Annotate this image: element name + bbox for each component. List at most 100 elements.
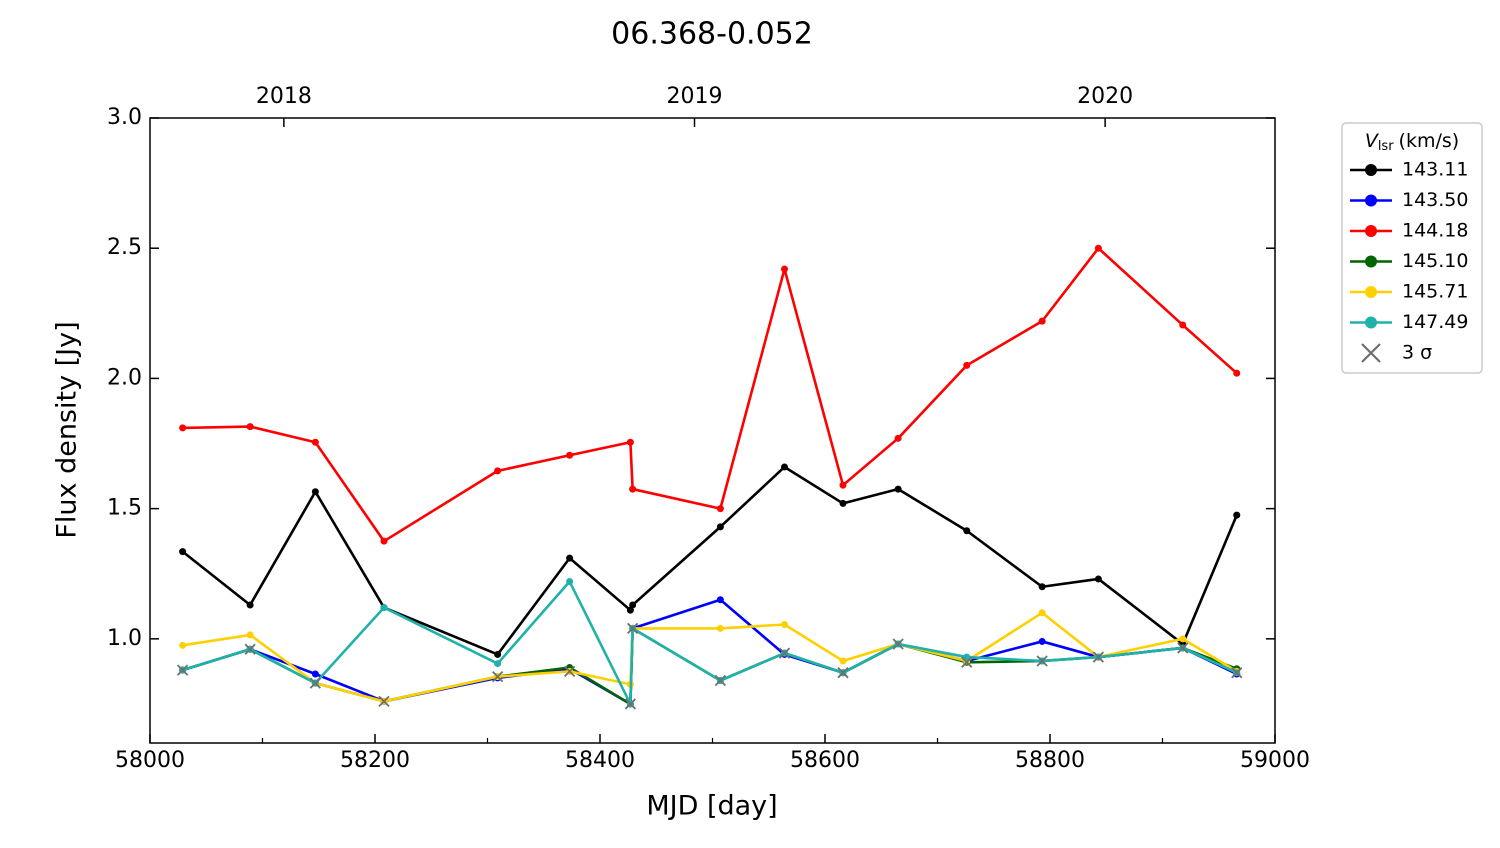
data-point xyxy=(1038,609,1046,617)
data-point xyxy=(716,596,724,604)
x-tick-label: 58600 xyxy=(790,748,860,773)
legend-marker xyxy=(1365,255,1377,268)
x2-tick-label: 2018 xyxy=(256,84,312,109)
data-point xyxy=(781,265,788,273)
data-point xyxy=(380,604,388,612)
legend-title: Vlsr (km/s) xyxy=(1365,130,1459,154)
limit-marker xyxy=(1177,642,1189,654)
legend-label: 3 σ xyxy=(1402,342,1432,364)
y-tick-label: 1.5 xyxy=(107,496,142,521)
data-point xyxy=(839,481,847,489)
y-tick-label: 2.5 xyxy=(107,235,142,260)
data-point xyxy=(1233,369,1241,377)
data-point xyxy=(1233,511,1241,519)
data-point xyxy=(716,624,724,632)
data-point xyxy=(494,467,502,475)
data-point xyxy=(1038,583,1046,591)
limit-marker xyxy=(626,622,639,635)
legend-label: 145.71 xyxy=(1402,281,1468,303)
chart-title: 06.368-0.052 xyxy=(611,17,813,52)
data-point xyxy=(494,650,502,658)
limit-marker xyxy=(961,656,973,668)
x-tick-label: 58000 xyxy=(115,748,185,773)
data-point xyxy=(839,657,847,665)
legend-box xyxy=(1341,122,1483,374)
limit-marker xyxy=(837,667,849,679)
y-axis-label: Flux density [Jy] xyxy=(52,321,83,538)
x2-tick-label: 2020 xyxy=(1077,84,1133,109)
limit-marker xyxy=(176,664,189,676)
data-point xyxy=(963,361,971,369)
limit-marker xyxy=(1092,651,1105,663)
legend-limit-marker xyxy=(1361,343,1381,363)
y-tick-label: 2.0 xyxy=(107,365,142,390)
data-point xyxy=(1094,575,1102,583)
limit-marker xyxy=(563,665,576,678)
data-point xyxy=(839,499,847,507)
legend-label: 143.11 xyxy=(1402,159,1468,181)
legend-label: 145.10 xyxy=(1402,250,1468,272)
data-point xyxy=(1179,321,1187,329)
y-tick-label: 1.0 xyxy=(107,626,142,651)
data-point xyxy=(179,641,187,649)
data-point xyxy=(1179,635,1187,643)
data-point xyxy=(716,505,724,513)
limit-marker xyxy=(1231,667,1243,679)
data-point xyxy=(311,488,319,496)
data-point xyxy=(566,451,574,459)
legend-label: 143.50 xyxy=(1402,189,1468,211)
plot-area xyxy=(176,244,1243,710)
data-point xyxy=(1038,317,1046,325)
x2-tick-label: 2019 xyxy=(667,84,723,109)
limit-marker xyxy=(309,677,322,689)
data-point xyxy=(716,523,724,531)
data-point xyxy=(1038,637,1046,645)
data-point xyxy=(380,537,388,545)
x-axis-label: MJD [day] xyxy=(646,791,777,822)
x-tick-label: 58800 xyxy=(1015,748,1085,773)
data-point xyxy=(246,631,254,639)
limit-marker xyxy=(892,638,904,650)
limit-marker xyxy=(624,698,637,710)
x-tick-label: 58200 xyxy=(340,748,410,773)
data-point xyxy=(246,423,254,431)
axes-frame xyxy=(149,117,1276,744)
data-point xyxy=(179,548,187,556)
legend-title-unit: (km/s) xyxy=(1399,130,1460,152)
data-point xyxy=(781,621,788,629)
data-point xyxy=(494,660,502,668)
data-point xyxy=(963,527,971,535)
data-point xyxy=(246,601,254,609)
data-point xyxy=(894,485,902,493)
x-tick-label: 58400 xyxy=(565,748,635,773)
data-point xyxy=(311,670,319,678)
data-point xyxy=(566,554,574,562)
limit-marker xyxy=(778,647,791,659)
data-point xyxy=(629,485,637,493)
legend-title-subscript: lsr xyxy=(1378,139,1394,154)
data-point xyxy=(179,424,187,432)
legend-marker xyxy=(1365,286,1377,298)
data-point xyxy=(629,601,637,609)
data-point xyxy=(566,578,574,586)
legend-label: 147.49 xyxy=(1402,311,1468,333)
data-point xyxy=(311,438,319,446)
data-point xyxy=(781,463,788,471)
data-point xyxy=(963,653,971,661)
data-point xyxy=(626,438,634,446)
limit-marker xyxy=(378,695,390,707)
data-point xyxy=(1094,244,1102,252)
legend-marker xyxy=(1365,194,1377,207)
legend-title-symbol: V xyxy=(1365,130,1380,152)
limit-marker xyxy=(1036,655,1048,667)
legend-marker xyxy=(1365,225,1377,237)
limit-marker xyxy=(491,670,504,683)
legend-label: 144.18 xyxy=(1402,220,1468,242)
data-point xyxy=(894,434,902,442)
legend-marker xyxy=(1365,164,1377,176)
limit-marker xyxy=(244,643,256,655)
y-tick-label: 3.0 xyxy=(107,105,142,130)
limit-marker xyxy=(714,674,727,687)
